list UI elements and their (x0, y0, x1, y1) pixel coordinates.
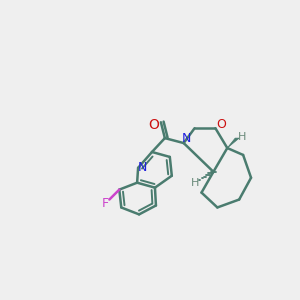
Text: H: H (190, 178, 199, 188)
Polygon shape (227, 138, 239, 148)
Text: F: F (102, 197, 109, 210)
Text: H: H (238, 132, 246, 142)
Text: O: O (148, 118, 159, 132)
Text: O: O (216, 118, 226, 131)
Text: N: N (182, 132, 191, 145)
Text: N: N (137, 161, 147, 174)
